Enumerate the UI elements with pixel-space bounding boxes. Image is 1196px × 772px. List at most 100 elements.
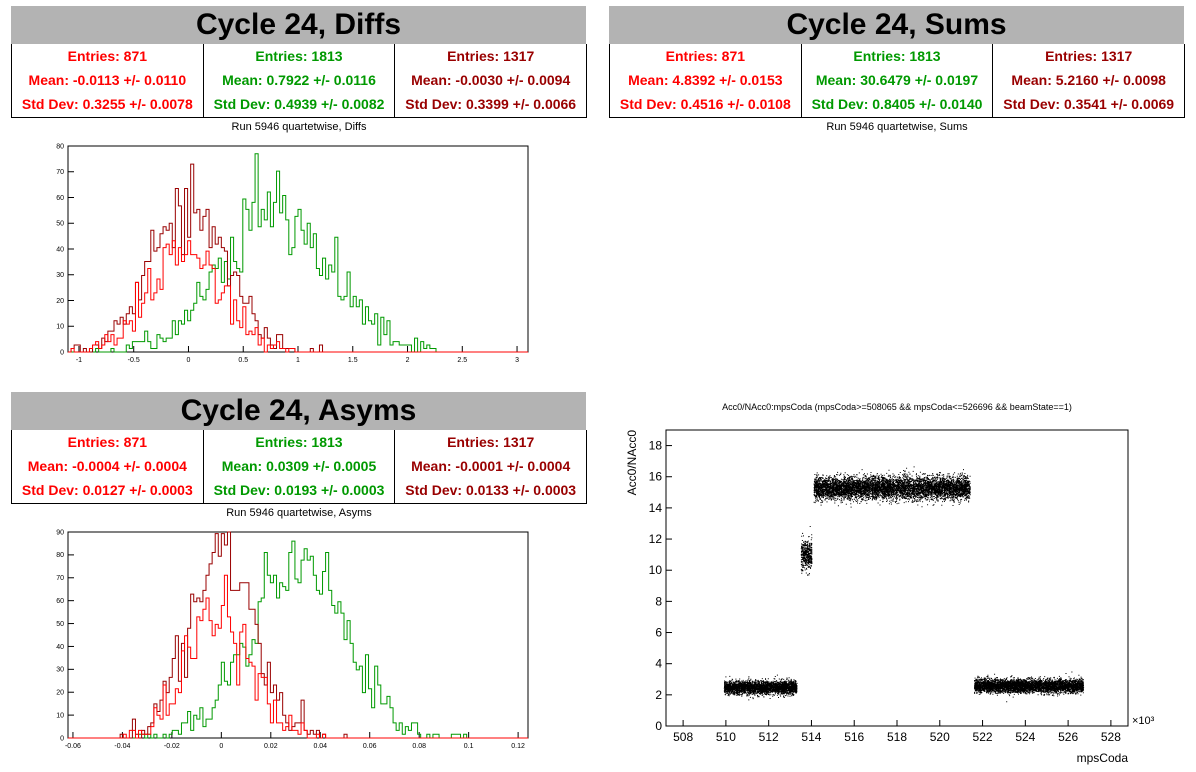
stats-mean: Mean: -0.0113 +/- 0.0110 [28,72,187,88]
asyms-panel: Cycle 24, Asyms Entries: 871 Mean: -0.00… [0,386,598,772]
stats-column-darkred: Entries: 1317 Mean: -0.0001 +/- 0.0004 S… [395,430,586,503]
scatter-points [723,466,1085,703]
y-tick-label: 18 [649,439,663,453]
asyms-plot-title: Run 5946 quartetwise, Asyms [226,507,372,519]
x-tick-label: 0.06 [363,743,377,750]
stats-std: Std Dev: 0.0127 +/- 0.0003 [21,482,193,498]
y-tick-label: 6 [655,626,662,640]
asyms-stats-box: Entries: 871 Mean: -0.0004 +/- 0.0004 St… [11,430,587,504]
x-tick-label: -0.06 [65,743,81,750]
sums-stats-box: Entries: 871 Mean: 4.8392 +/- 0.0153 Std… [609,44,1185,118]
sums-histogram: 51015202530020406080100120140160180 [598,138,1196,370]
y-axis-label: Acc0/NAcc0 [625,430,639,496]
x-tick-label: 522 [973,730,993,744]
x-tick-label: 516 [844,730,864,744]
x-tick-label: 1.5 [348,357,358,364]
stats-std: Std Dev: 0.3541 +/- 0.0069 [1003,96,1175,112]
diffs-plot-title: Run 5946 quartetwise, Diffs [231,121,367,133]
x-tick-label: 526 [1058,730,1078,744]
x-axis-label: mpsCoda [1077,751,1129,765]
stats-column-darkred: Entries: 1317 Mean: 5.2160 +/- 0.0098 St… [993,44,1184,117]
x-tick-label: 0.08 [412,743,426,750]
stats-entries: Entries: 871 [67,48,148,64]
axes: -0.06 -0.04 -0.02 0 0.02 0.04 0.06 0.08 0.1 0.12 0… [56,529,529,750]
y-tick-label: 80 [56,552,64,559]
diffs-stats-box: Entries: 871 Mean: -0.0113 +/- 0.0110 St… [11,44,587,118]
stats-std: Std Dev: 0.0133 +/- 0.0003 [405,482,577,498]
y-tick-label: 4 [655,657,662,671]
y-tick-label: 16 [649,470,663,484]
histogram-series-line [68,540,528,739]
sums-title: Cycle 24, Sums [609,6,1184,44]
x-tick-label: 0.12 [511,743,525,750]
stats-mean: Mean: 0.7922 +/- 0.0116 [222,72,376,88]
y-tick-label: 70 [56,575,64,582]
scatter-panel: Acc0/NAcc0:mpsCoda (mpsCoda>=508065 && m… [598,386,1196,772]
y-tick-label: 10 [649,563,663,577]
x-tick-label: 510 [716,730,736,744]
axes: 508 510 512 514 516 518 520 522 524 526 528 0 2 4 6 8 10… [649,429,1129,744]
stats-entries: Entries: 1813 [255,48,343,64]
diffs-panel: Cycle 24, Diffs Entries: 871 Mean: -0.01… [0,0,598,386]
y-tick-label: 8 [655,594,662,608]
stats-column-green: Entries: 1813 Mean: 0.0309 +/- 0.0005 St… [204,430,396,503]
stats-entries: Entries: 1317 [1045,48,1133,64]
y-tick-label: 40 [56,644,64,651]
x-tick-label: 1 [296,357,300,364]
histogram-series-line [68,531,528,739]
y-tick-label: 90 [56,529,64,536]
sums-panel: Cycle 24, Sums Entries: 871 Mean: 4.8392… [598,0,1196,386]
x-axis-multiplier: ×10³ [1132,715,1155,727]
scatter-plot-title: Acc0/NAcc0:mpsCoda (mpsCoda>=508065 && m… [722,402,1072,412]
y-tick-label: 50 [56,221,64,228]
stats-column-green: Entries: 1813 Mean: 30.6479 +/- 0.0197 S… [802,44,994,117]
y-tick-label: 2 [655,688,662,702]
y-tick-label: 20 [56,690,64,697]
asyms-histogram: -0.06 -0.04 -0.02 0 0.02 0.04 0.06 0.08 0.1 0.12 0… [56,529,529,750]
plot-frame [67,531,529,739]
sums-plot-title: Run 5946 quartetwise, Sums [826,121,968,133]
x-tick-label: 528 [1101,730,1121,744]
histogram-series-line [68,153,528,353]
stats-std: Std Dev: 0.3399 +/- 0.0066 [405,96,577,112]
stats-column-darkred: Entries: 1317 Mean: -0.0030 +/- 0.0094 S… [395,44,586,117]
stats-mean: Mean: 5.2160 +/- 0.0098 [1011,72,1166,88]
x-tick-label: 3 [515,357,519,364]
stats-column-red: Entries: 871 Mean: -0.0113 +/- 0.0110 St… [12,44,204,117]
x-tick-label: 0.04 [313,743,327,750]
x-tick-label: 520 [930,730,950,744]
stats-column-red: Entries: 871 Mean: -0.0004 +/- 0.0004 St… [12,430,204,503]
x-tick-label: 514 [801,730,821,744]
scatter-plot: 508 510 512 514 516 518 520 522 524 526 528 0 2 4 6 8 10… [625,429,1155,765]
y-tick-label: 0 [655,719,662,733]
y-tick-label: 50 [56,621,64,628]
y-tick-label: 0 [60,349,64,356]
y-tick-label: 20 [56,298,64,305]
stats-mean: Mean: -0.0004 +/- 0.0004 [27,458,187,474]
stats-entries: Entries: 871 [67,434,148,450]
stats-std: Std Dev: 0.4939 +/- 0.0082 [213,96,385,112]
x-tick-label: 518 [887,730,907,744]
y-tick-label: 30 [56,272,64,279]
stats-mean: Mean: 30.6479 +/- 0.0197 [815,72,979,88]
y-tick-label: 30 [56,667,64,674]
x-tick-label: 0.1 [464,743,474,750]
x-tick-label: 0 [187,357,191,364]
stats-entries: Entries: 1317 [447,434,535,450]
y-tick-label: 70 [56,169,64,176]
stats-entries: Entries: 871 [665,48,746,64]
stats-std: Std Dev: 0.0193 +/- 0.0003 [213,482,385,498]
histogram-series-line [68,240,528,353]
y-tick-label: 40 [56,246,64,253]
stats-entries: Entries: 1813 [255,434,343,450]
y-tick-label: 0 [60,735,64,742]
x-tick-label: 0 [219,743,223,750]
x-tick-label: 2 [406,357,410,364]
y-tick-label: 80 [56,143,64,150]
x-tick-label: -0.02 [164,743,180,750]
x-tick-label: 2.5 [457,357,467,364]
x-tick-label: -1 [76,357,82,364]
y-tick-label: 12 [649,532,663,546]
y-tick-label: 10 [56,324,64,331]
